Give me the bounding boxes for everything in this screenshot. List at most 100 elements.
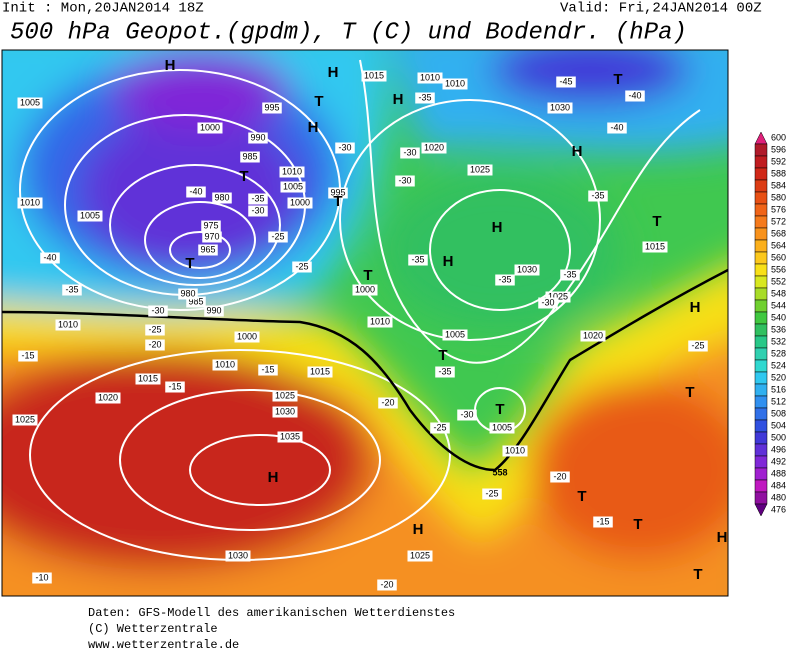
isotherm-label-bg (593, 516, 613, 528)
isotherm-label: -25 (271, 231, 284, 241)
isotherm-label: -35 (498, 274, 511, 284)
scale-label: 480 (771, 492, 786, 502)
isobar-label-bg (240, 151, 260, 163)
scale-cell (754, 491, 768, 505)
scale-cell (754, 287, 768, 301)
isobar-label: 1010 (445, 78, 465, 88)
scale-label: 504 (771, 420, 786, 430)
isobar-label: 1005 (492, 422, 512, 432)
scale-cell (754, 467, 768, 481)
scale-label: 580 (771, 192, 786, 202)
isotherm-label-bg (378, 397, 398, 409)
scale-label: 564 (771, 240, 786, 250)
isobar-label: 1025 (410, 550, 430, 560)
pressure-center: H (165, 57, 176, 74)
isobar-label: 985 (188, 296, 203, 306)
scale-cell (754, 167, 768, 181)
isotherm-label: -25 (433, 422, 446, 432)
pressure-center: H (308, 119, 319, 136)
pressure-center: H (572, 143, 583, 160)
isotherm-label-bg (62, 284, 82, 296)
isotherm-label: -30 (151, 305, 164, 315)
isobar-label: 1030 (550, 102, 570, 112)
scale-cell (754, 443, 768, 457)
isobar-label-bg (17, 97, 43, 109)
scale-cell (754, 431, 768, 445)
isobar-label-bg (212, 192, 232, 204)
scale-cell (754, 275, 768, 289)
isotherm-label: -30 (541, 297, 554, 307)
isobar-label: 1015 (138, 373, 158, 383)
isotherm-label-bg (560, 269, 580, 281)
isobar-label: 1000 (237, 331, 257, 341)
color-scale: 600 596 592 588 584 580 576 572 568 564 560 556 552 5… (754, 131, 786, 517)
isobar-label-bg (212, 359, 238, 371)
isotherm-label-bg (588, 190, 608, 202)
isobar-label-bg (407, 550, 433, 562)
isobar-label: 1015 (364, 70, 384, 80)
isobar-label: 1005 (80, 210, 100, 220)
isobar-label: 985 (242, 151, 257, 161)
scale-cell (754, 371, 768, 385)
isobar-label: 1030 (228, 550, 248, 560)
isobar-label-bg (367, 316, 393, 328)
isotherm-label-bg (400, 147, 420, 159)
isobar-label-bg (279, 166, 305, 178)
scale-cell (754, 227, 768, 241)
isobar-label-bg (514, 264, 540, 276)
isobar-label: 1000 (290, 197, 310, 207)
isotherm-label-bg (377, 579, 397, 591)
field-shading (2, 50, 728, 596)
isotherm-label: -20 (553, 471, 566, 481)
isobar-label: 980 (180, 288, 195, 298)
isotherm-label-bg (430, 422, 450, 434)
scale-label: 492 (771, 456, 786, 466)
scale-cell (754, 407, 768, 421)
scale-label: 576 (771, 204, 786, 214)
isobar-label-bg (55, 319, 81, 331)
isobar-label: 1005 (20, 97, 40, 107)
pressure-center: H (492, 219, 503, 236)
scale-cell (754, 323, 768, 337)
isotherm-label: -30 (338, 142, 351, 152)
isobar-label: 1010 (215, 359, 235, 369)
isotherm-label: -35 (438, 366, 451, 376)
pressure-center: T (613, 71, 622, 88)
isotherm-label: -10 (35, 572, 48, 582)
pressure-center: H (328, 64, 339, 81)
scale-cell (754, 239, 768, 253)
scale-cell (754, 503, 768, 517)
scale-label: 488 (771, 468, 786, 478)
isobar-label: 1010 (505, 445, 525, 455)
isobar-label: 980 (214, 192, 229, 202)
isobar-label: 995 (330, 187, 345, 197)
isotherm-label: -25 (485, 488, 498, 498)
pressure-center: T (438, 347, 447, 364)
scale-label: 536 (771, 324, 786, 334)
pressure-center: T (693, 566, 702, 583)
isobar-label-bg (178, 288, 198, 300)
pressure-center: T (363, 267, 372, 284)
isobar-label-bg (280, 181, 306, 193)
isobar-label: 1010 (20, 197, 40, 207)
scale-cell (754, 131, 768, 145)
scale-cell (754, 251, 768, 265)
isobar-label: 1020 (583, 330, 603, 340)
isotherm-label: -35 (411, 254, 424, 264)
isobar-label-bg (12, 414, 38, 426)
isotherm-label-bg (482, 488, 502, 500)
isotherm-label-bg (40, 252, 60, 264)
scale-cell (754, 311, 768, 325)
scale-label: 548 (771, 288, 786, 298)
scale-label: 584 (771, 180, 786, 190)
isotherm-label-bg (556, 76, 576, 88)
isotherm-label-bg (395, 175, 415, 187)
isotherm-label-bg (145, 324, 165, 336)
pressure-center: T (239, 168, 248, 185)
isobar-label: 995 (264, 102, 279, 112)
scale-cell (754, 143, 768, 157)
isotherm-label: -15 (261, 364, 274, 374)
